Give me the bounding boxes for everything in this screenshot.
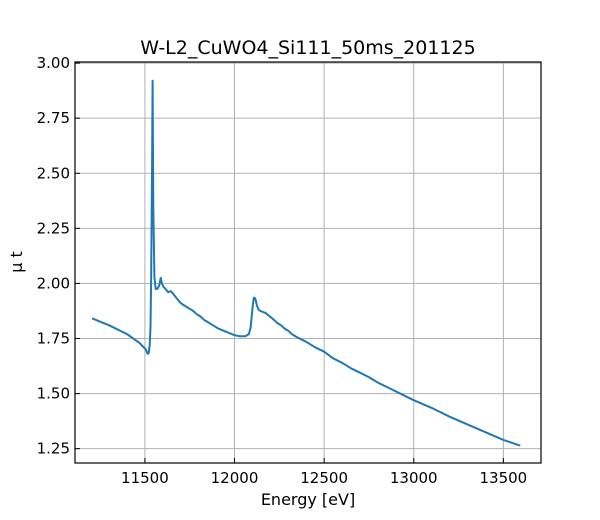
chart-title: W-L2_CuWO4_Si111_50ms_201125 xyxy=(140,37,475,59)
x-tick-label: 12500 xyxy=(300,469,348,487)
plot-frame xyxy=(74,61,542,464)
y-axis-label: μ t xyxy=(7,251,26,273)
y-tick-label: 2.25 xyxy=(37,219,70,237)
y-axis: 1.25 1.50 1.75 2.00 2.25 2.50 2.75 3.00 xyxy=(37,54,80,458)
grid xyxy=(75,62,541,463)
y-tick-label: 1.75 xyxy=(37,330,70,348)
y-tick-label: 1.25 xyxy=(37,440,70,458)
series-line xyxy=(91,79,521,447)
x-tick-label: 13500 xyxy=(480,469,528,487)
y-tick-label: 2.00 xyxy=(37,274,70,292)
x-tick-label: 12000 xyxy=(211,469,259,487)
x-axis-label: Energy [eV] xyxy=(261,490,355,509)
y-tick-label: 3.00 xyxy=(37,54,70,72)
x-axis: 11500 12000 12500 13000 13500 xyxy=(121,458,527,487)
y-tick-label: 2.75 xyxy=(37,109,70,127)
y-tick-label: 2.50 xyxy=(37,164,70,182)
y-tick-label: 1.50 xyxy=(37,385,70,403)
x-tick-label: 13000 xyxy=(390,469,438,487)
x-tick-label: 11500 xyxy=(121,469,169,487)
series-group xyxy=(91,79,521,447)
